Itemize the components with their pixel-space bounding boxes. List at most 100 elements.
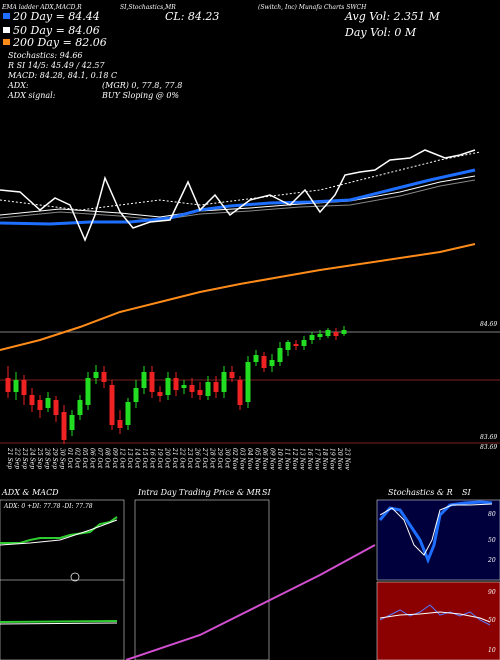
adx-values: ADX: 0 +DI: 77.78 -DI: 77.78 bbox=[3, 503, 93, 510]
date-label: 06 Nov bbox=[261, 448, 268, 470]
price-label: 84.69 bbox=[480, 321, 497, 328]
date-label: 05 Oct bbox=[81, 448, 88, 469]
price-label: 83.69 bbox=[480, 444, 497, 451]
candle bbox=[69, 415, 75, 430]
panel-title: Stochastics & R bbox=[388, 488, 453, 497]
stoch-k bbox=[378, 500, 493, 565]
price-line bbox=[0, 149, 476, 242]
macd: MACD: 84.28, 84.1, 0.18 C bbox=[7, 71, 117, 80]
date-label: 06 Oct bbox=[89, 448, 96, 469]
stoch-level: 20 bbox=[487, 557, 496, 564]
candle bbox=[29, 395, 35, 405]
candle bbox=[21, 380, 27, 395]
candle bbox=[181, 385, 187, 388]
date-label: 03 Nov bbox=[239, 448, 246, 470]
candle bbox=[45, 398, 51, 408]
date-label: 21 Sep bbox=[6, 447, 13, 469]
date-label: 07 Oct bbox=[96, 448, 103, 469]
ema10-line bbox=[0, 151, 481, 211]
candle bbox=[93, 372, 99, 378]
candle bbox=[85, 378, 91, 405]
candle bbox=[341, 330, 347, 334]
macd-line bbox=[0, 620, 118, 623]
candle bbox=[13, 380, 19, 392]
candle bbox=[237, 380, 243, 405]
date-label: 09 Oct bbox=[111, 448, 118, 469]
ema50-line bbox=[0, 179, 476, 221]
rsi-avg bbox=[379, 611, 491, 623]
rsi: R SI 14/5: 45.49 / 42.57 bbox=[7, 61, 105, 70]
date-label: 12 Oct bbox=[119, 448, 126, 469]
candle bbox=[293, 344, 299, 346]
date-label: 23 Sep bbox=[21, 447, 28, 469]
stoch-d bbox=[379, 503, 493, 556]
date-label: 22 Sep bbox=[14, 447, 21, 469]
header-mid: SI,Stochastics,MR bbox=[120, 4, 176, 11]
date-label: 19 Oct bbox=[156, 448, 163, 469]
panel-title: Intra Day Trading Price & MR bbox=[137, 488, 261, 497]
date-label: 04 Nov bbox=[246, 448, 253, 470]
date-label: 01 Oct bbox=[66, 448, 73, 469]
stoch-panel bbox=[376, 499, 500, 581]
candle bbox=[101, 372, 107, 382]
candle bbox=[245, 362, 251, 402]
candle bbox=[77, 400, 83, 415]
date-label: 28 Oct bbox=[209, 447, 216, 469]
date-label: 11 Nov bbox=[284, 448, 291, 470]
adx-line bbox=[0, 516, 118, 544]
header: EMA ladder ADX,MACD,R SI,Stochastics,MR … bbox=[1, 4, 497, 451]
rsi-panel bbox=[376, 581, 500, 660]
ema20-line bbox=[0, 168, 476, 226]
adx-vals: (MGR) 0, 77.8, 77.8 bbox=[102, 81, 182, 90]
candle bbox=[173, 378, 179, 390]
date-label: 27 Oct bbox=[201, 447, 208, 469]
ema50: 50 Day = 84.06 bbox=[13, 24, 100, 37]
avg-vol: Avg Vol: 2.351 M bbox=[344, 10, 441, 23]
candle bbox=[149, 372, 155, 392]
signal-line bbox=[0, 622, 118, 625]
date-label: 30 Sep bbox=[59, 448, 66, 469]
di-line bbox=[0, 519, 118, 546]
date-label: 26 Oct bbox=[194, 447, 201, 469]
date-label: 19 Nov bbox=[329, 448, 336, 470]
rsi-line bbox=[379, 604, 491, 626]
swatch bbox=[3, 39, 10, 45]
ema200-line bbox=[0, 243, 476, 351]
candle bbox=[309, 335, 315, 340]
candle bbox=[189, 385, 195, 392]
date-label: 02 Oct bbox=[74, 448, 81, 469]
stoch-level: 80 bbox=[488, 511, 496, 518]
date-label: 25 Sep bbox=[36, 447, 43, 469]
mr-line bbox=[125, 544, 376, 660]
candle bbox=[141, 372, 147, 388]
candle bbox=[205, 382, 211, 396]
candle bbox=[53, 400, 59, 415]
day-vol: Day Vol: 0 M bbox=[344, 26, 417, 39]
close: CL: 84.23 bbox=[165, 10, 219, 23]
candle bbox=[165, 378, 171, 395]
ema200: 200 Day = 82.06 bbox=[12, 36, 107, 49]
date-label: 23 Oct bbox=[186, 447, 193, 469]
candle bbox=[229, 372, 235, 378]
date-label: 16 Nov bbox=[306, 448, 313, 470]
date-label: 20 Nov bbox=[336, 447, 343, 470]
candle bbox=[109, 385, 115, 425]
date-label: 20 Oct bbox=[164, 447, 171, 469]
candle bbox=[133, 388, 139, 402]
date-label: 05 Nov bbox=[254, 448, 261, 470]
panel-si: SI bbox=[262, 488, 271, 497]
candle bbox=[213, 382, 219, 392]
candle bbox=[253, 355, 259, 362]
company: (Switch, Inc) Munafa Charts SWCH bbox=[258, 4, 367, 11]
panel-si: SI bbox=[462, 488, 471, 497]
date-label: 16 Oct bbox=[149, 448, 156, 469]
stoch: Stochastics: 94.66 bbox=[8, 51, 83, 60]
candle bbox=[301, 340, 307, 346]
candle bbox=[117, 420, 123, 428]
date-label: 22 Oct bbox=[179, 447, 186, 469]
date-label: 15 Oct bbox=[141, 448, 148, 469]
adx: ADX: bbox=[7, 81, 29, 90]
adx-signal: ADX signal: bbox=[7, 91, 56, 100]
date-label: 08 Oct bbox=[104, 448, 111, 469]
